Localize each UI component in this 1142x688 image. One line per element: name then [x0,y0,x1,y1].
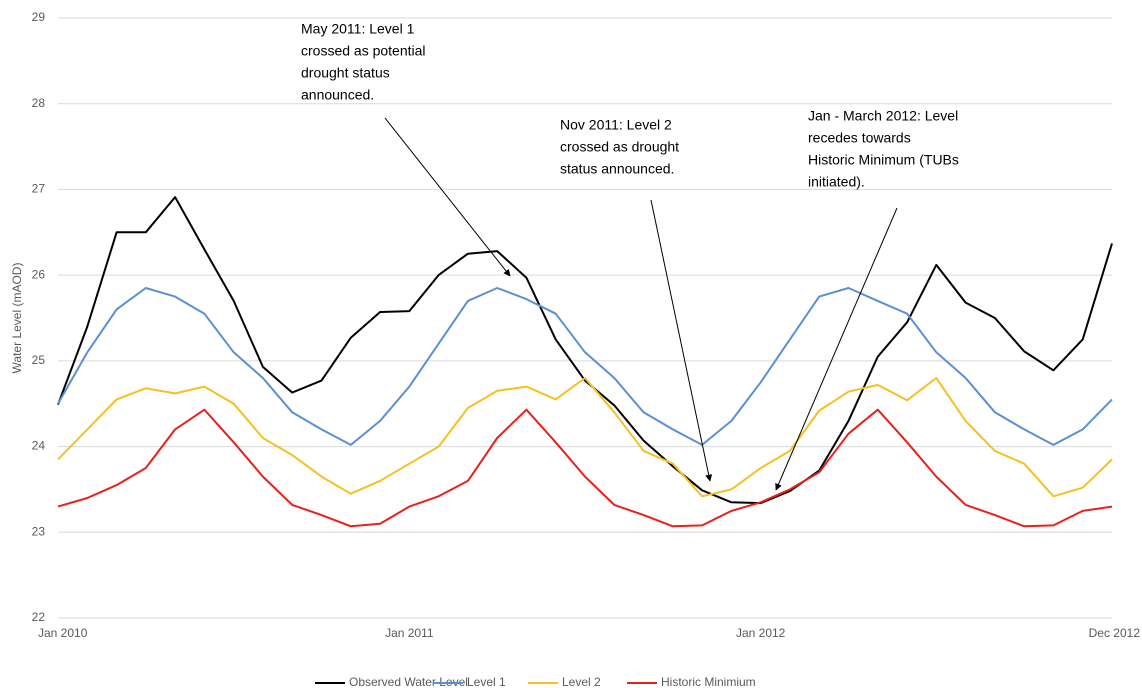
annotation-text: Jan - March 2012: Level [808,108,958,124]
annotation-text: Nov 2011: Level 2 [560,117,672,133]
x-tick-label: Jan 2010 [38,626,88,640]
annotation-text: crossed as potential [301,43,426,59]
y-tick-label: 22 [32,610,46,624]
y-tick-label: 24 [32,439,46,453]
annotation-text: Historic Minimum (TUBs [808,152,959,168]
y-tick-label: 29 [32,10,46,24]
annotation-arrow [775,207,898,491]
y-tick-label: 25 [32,353,46,367]
y-tick-label: 23 [32,524,46,538]
annotation-arrow [384,117,511,277]
y-tick-label: 26 [32,267,46,281]
annotation-text: announced. [301,87,374,103]
x-tick-label: Dec 2012 [1089,626,1141,640]
y-tick-label: 28 [32,96,46,110]
annotation-text: drought status [301,65,390,81]
y-axis-label: Water Level (mAOD) [10,263,24,374]
series-line [57,377,1113,498]
annotation-arrow [650,199,713,482]
series-line [57,408,1113,528]
series-line [57,287,1113,446]
legend-label: Observed Water Level [349,675,468,688]
legend-label: Level 2 [562,675,601,688]
y-tick-label: 27 [32,182,46,196]
x-tick-label: Jan 2011 [385,626,434,640]
legend-label: Level 1 [467,675,506,688]
annotation-text: initiated). [808,174,865,190]
x-tick-label: Jan 2012 [736,626,786,640]
annotation-text: recedes towards [808,130,911,146]
annotation-text: May 2011: Level 1 [301,21,415,37]
annotation-text: crossed as drought [560,139,679,155]
series-line [57,196,1113,505]
legend-label: Historic Minimium [661,675,756,688]
annotation-text: status announced. [560,161,674,177]
